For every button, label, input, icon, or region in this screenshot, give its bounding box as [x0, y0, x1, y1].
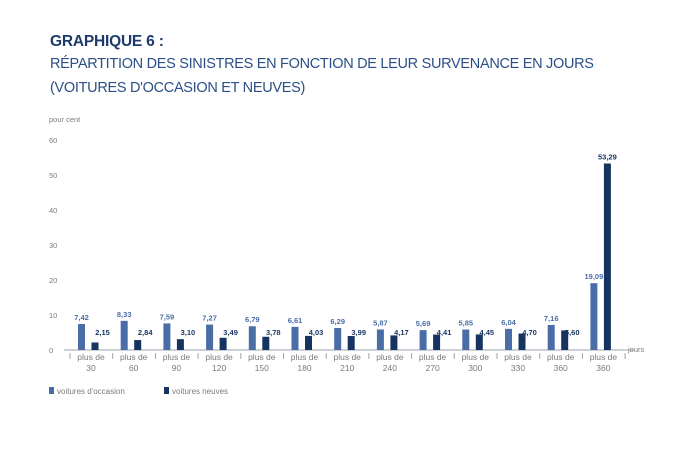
- x-tick-label: plus de: [376, 352, 404, 362]
- legend-swatch-occasion: [49, 387, 54, 394]
- data-label-neuves: 4,17: [394, 328, 409, 337]
- data-label-occasion: 7,16: [544, 314, 559, 323]
- x-tick-label: plus de: [291, 352, 319, 362]
- x-tick-label: 300: [468, 363, 482, 373]
- data-label-neuves: 4,41: [437, 328, 452, 337]
- data-label-occasion: 6,29: [330, 317, 345, 326]
- x-tick-label: 30: [86, 363, 96, 373]
- x-tick-label: plus de: [205, 352, 233, 362]
- data-label-occasion: 6,04: [501, 318, 516, 327]
- bar-occasion: [163, 323, 171, 350]
- x-tick-label: 360: [554, 363, 568, 373]
- bars: 7,42 8,33 7,59 7,27 6,79 6,61 6,29 5,87 5,69 5,85…: [74, 152, 617, 350]
- x-tick-label: 120: [212, 363, 226, 373]
- bar-occasion: [120, 320, 128, 350]
- x-tick-label: 150: [255, 363, 269, 373]
- data-label-neuves: 5,60: [565, 328, 580, 337]
- bar-neuves: [433, 334, 441, 350]
- bar-neuves: [518, 333, 526, 350]
- y-tick-label: 10: [49, 311, 57, 320]
- legend-label-occasion: voitures d'occasion: [57, 387, 125, 396]
- x-tick-label: 330: [511, 363, 525, 373]
- x-tick-label: plus de: [590, 352, 618, 362]
- title-block: GRAPHIQUE 6 : RÉPARTITION DES SINISTRES …: [50, 33, 670, 99]
- y-tick-label: 20: [49, 276, 57, 285]
- x-tick-label: 210: [340, 363, 354, 373]
- data-label-neuves: 2,15: [95, 328, 110, 337]
- data-label-occasion: 6,79: [245, 315, 260, 324]
- chart-subtitle-line2: (VOITURES D'OCCASION ET NEUVES): [50, 80, 306, 96]
- data-label-occasion: 19,09: [585, 272, 604, 281]
- x-tick-label: plus de: [462, 352, 490, 362]
- legend: voitures d'occasion voitures neuves: [49, 387, 228, 396]
- data-label-neuves: 53,29: [598, 152, 617, 161]
- bar-neuves: [91, 342, 99, 350]
- x-tick-label: plus de: [419, 352, 447, 362]
- bar-neuves: [603, 163, 611, 350]
- bar-occasion: [78, 324, 85, 350]
- bar-neuves: [305, 335, 312, 350]
- bar-neuves: [561, 330, 569, 350]
- legend-swatch-neuves: [164, 387, 169, 394]
- y-tick-label: 40: [49, 206, 57, 215]
- data-label-neuves: 3,49: [223, 328, 238, 337]
- x-tick-label: plus de: [120, 352, 148, 362]
- x-tick-label: 90: [172, 363, 182, 373]
- x-tick-label: plus de: [248, 352, 276, 362]
- bar-neuves: [134, 340, 142, 350]
- y-tick-label: 60: [49, 136, 57, 145]
- data-label-neuves: 4,45: [479, 328, 494, 337]
- bar-occasion: [376, 329, 384, 350]
- data-label-neuves: 3,78: [266, 328, 281, 337]
- x-tick-label: 360: [596, 363, 610, 373]
- x-tick-label: 60: [129, 363, 139, 373]
- data-label-neuves: 3,99: [351, 328, 366, 337]
- bar-occasion: [334, 327, 342, 350]
- bar-neuves: [390, 335, 398, 350]
- bar-occasion: [590, 283, 598, 350]
- x-tick-label: plus de: [77, 352, 105, 362]
- data-label-occasion: 7,42: [74, 313, 89, 322]
- y-tick-label: 0: [49, 346, 53, 355]
- x-tick-label: plus de: [163, 352, 191, 362]
- data-label-occasion: 5,69: [416, 319, 431, 328]
- bar-neuves: [475, 334, 483, 350]
- data-label-neuves: 4,70: [522, 328, 537, 337]
- x-tick-label: plus de: [504, 352, 532, 362]
- bar-occasion: [462, 329, 470, 350]
- y-tick-label: 50: [49, 171, 57, 180]
- data-label-occasion: 5,87: [373, 318, 388, 327]
- data-label-occasion: 7,27: [202, 314, 217, 323]
- bar-occasion: [248, 326, 256, 350]
- bar-neuves: [219, 337, 227, 350]
- data-label-neuves: 2,84: [138, 328, 153, 337]
- bar-neuves: [347, 336, 355, 350]
- bar-occasion: [505, 328, 512, 350]
- legend-label-neuves: voitures neuves: [172, 387, 228, 396]
- data-label-occasion: 6,61: [288, 316, 303, 325]
- data-label-occasion: 7,59: [160, 312, 175, 321]
- bar-occasion: [291, 326, 299, 350]
- bar-neuves: [176, 339, 184, 350]
- bar-occasion: [419, 330, 427, 350]
- x-tick-label: plus de: [547, 352, 575, 362]
- data-label-occasion: 5,85: [458, 319, 473, 328]
- bar-occasion: [547, 324, 555, 350]
- x-tick-label: 270: [426, 363, 440, 373]
- bar-occasion: [206, 324, 214, 350]
- y-tick-label: 30: [49, 241, 57, 250]
- chart-title: GRAPHIQUE 6 :: [50, 33, 164, 50]
- chart-subtitle-line1: RÉPARTITION DES SINISTRES EN FONCTION DE…: [50, 56, 594, 72]
- x-axis-unit: jours: [627, 345, 645, 354]
- data-label-neuves: 4,03: [309, 328, 324, 337]
- bar-neuves: [262, 336, 270, 350]
- x-tick-label: plus de: [333, 352, 361, 362]
- x-tick-label: 240: [383, 363, 397, 373]
- y-axis-label: pour cent: [49, 115, 81, 124]
- x-tick-label: 180: [297, 363, 311, 373]
- data-label-neuves: 3,10: [181, 328, 196, 337]
- data-label-occasion: 8,33: [117, 310, 132, 319]
